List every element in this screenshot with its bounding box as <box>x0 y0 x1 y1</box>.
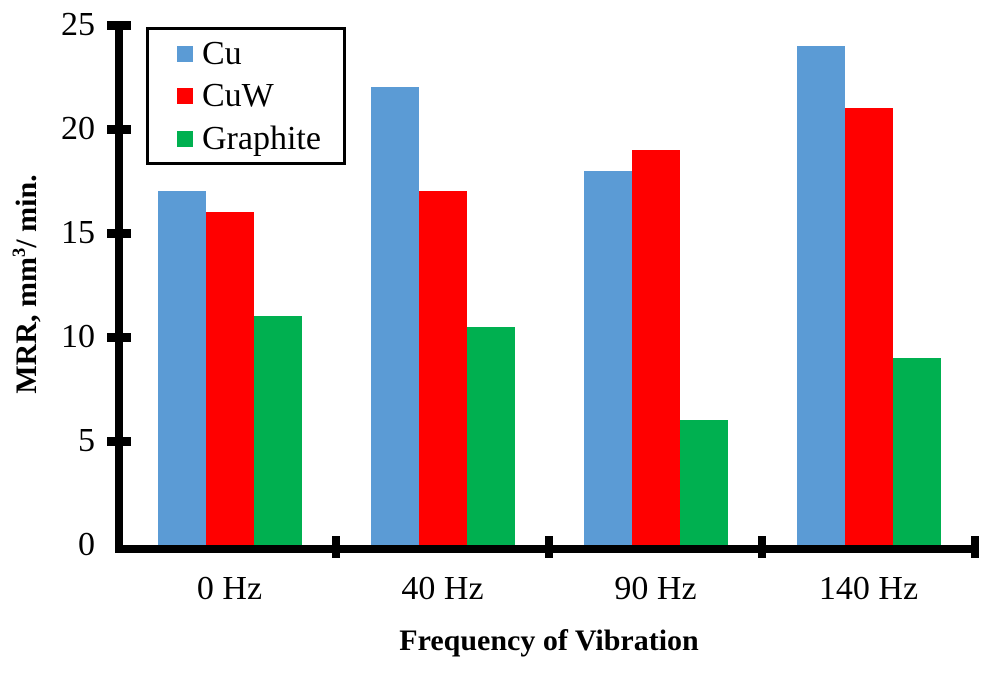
bar-groups <box>123 25 975 545</box>
y-tick-label: 5 <box>78 422 95 459</box>
legend-item-cu: Cu <box>177 35 343 73</box>
y-tick-label: 10 <box>61 318 95 355</box>
legend-item-graphite: Graphite <box>177 120 343 158</box>
legend-label-cu: Cu <box>202 34 242 72</box>
y-tick-mark <box>107 20 131 30</box>
bar-graphite-0-hz <box>253 316 302 545</box>
legend-item-cuw: CuW <box>177 77 343 115</box>
legend-swatch-graphite <box>177 130 193 147</box>
x-tick-mark <box>971 536 979 558</box>
y-tick-mark <box>107 436 131 446</box>
x-tick-label: 90 Hz <box>614 570 697 607</box>
bar-cuw-140-hz <box>844 108 893 545</box>
bar-graphite-90-hz <box>679 420 728 545</box>
y-tick-mark <box>107 124 131 134</box>
x-tick-mark <box>332 536 340 558</box>
bar-cuw-40-hz <box>418 191 467 545</box>
legend-swatch-cuw <box>177 88 193 104</box>
legend: Cu CuW Graphite <box>146 27 346 165</box>
bar-graphite-40-hz <box>466 326 515 545</box>
x-tick-mark <box>545 536 553 558</box>
plot-area <box>115 25 975 553</box>
bar-cu-90-hz <box>583 170 632 545</box>
y-axis-title: MRR, mm3/ min. <box>4 24 50 544</box>
bar-group-90-hz <box>549 25 762 545</box>
legend-swatch-cu <box>177 45 193 62</box>
y-tick-mark <box>107 228 131 238</box>
y-tick-label: 20 <box>61 110 95 147</box>
bar-cu-140-hz <box>796 45 845 545</box>
y-tick-mark <box>107 332 131 342</box>
bar-group-140-hz <box>762 25 975 545</box>
x-tick-label: 0 Hz <box>196 570 263 607</box>
y-tick-label: 25 <box>61 6 95 43</box>
legend-label-graphite: Graphite <box>202 119 321 157</box>
x-tick-label: 40 Hz <box>401 570 484 607</box>
y-tick-label: 0 <box>78 526 95 563</box>
bar-cu-40-hz <box>370 87 419 545</box>
legend-label-cuw: CuW <box>202 77 274 114</box>
bar-group-40-hz <box>336 25 549 545</box>
bar-graphite-140-hz <box>892 357 941 545</box>
x-axis-title: Frequency of Vibration <box>399 624 699 657</box>
x-axis-labels: 0 Hz 40 Hz 90 Hz 140 Hz <box>123 570 975 608</box>
bar-cuw-90-hz <box>631 149 680 545</box>
bar-cuw-0-hz <box>205 212 254 545</box>
x-tick-mark <box>758 536 766 558</box>
bar-group-0-hz <box>123 25 336 545</box>
y-tick-label: 15 <box>61 214 95 251</box>
x-tick-label: 140 Hz <box>818 570 919 607</box>
bar-cu-0-hz <box>157 191 206 545</box>
